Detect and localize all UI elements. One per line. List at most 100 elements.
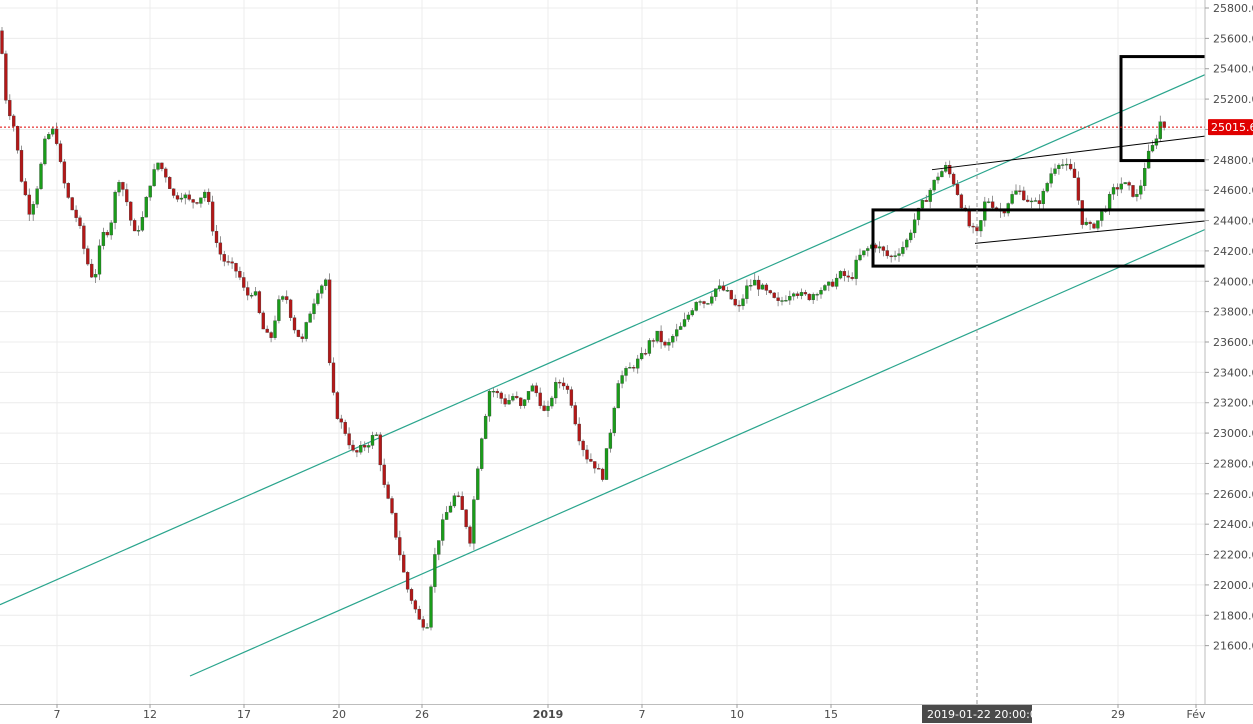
candle-up (706, 303, 710, 305)
candle-up (487, 391, 492, 417)
trend-line[interactable] (931, 135, 1211, 171)
candle-up (35, 188, 39, 205)
candle-up (1049, 173, 1053, 184)
price-tick-label: 22600.0 (1213, 488, 1253, 501)
candle-down (643, 353, 648, 355)
channel-line[interactable] (189, 207, 1253, 677)
candle-down (331, 362, 336, 393)
candle-up (916, 207, 921, 220)
zone-rectangle[interactable] (871, 208, 1253, 268)
price-zones[interactable] (871, 55, 1253, 268)
candle-down (885, 250, 889, 257)
candle-down (347, 433, 351, 446)
price-tick-label: 22200.0 (1213, 549, 1253, 562)
candle-up (624, 368, 628, 376)
candle-down (538, 392, 542, 406)
candle-up (866, 248, 870, 251)
candle-up (324, 279, 328, 286)
candle-down (4, 53, 8, 101)
candle-down (261, 312, 265, 330)
trend-lines[interactable] (931, 135, 1211, 244)
candle-up (1143, 168, 1147, 187)
trend-line[interactable] (974, 220, 1211, 244)
candle-down (54, 128, 59, 144)
zone-rectangle[interactable] (1119, 55, 1253, 163)
candles (0, 26, 1166, 631)
candle-up (788, 296, 792, 301)
candle-down (1127, 182, 1131, 186)
candle-down (842, 271, 847, 277)
candle-up (452, 495, 457, 507)
candle-up (667, 342, 671, 346)
candle-up (277, 299, 281, 321)
candle-up (815, 294, 819, 296)
candle-up (1061, 164, 1065, 166)
price-tick-label: 24000.0 (1213, 275, 1253, 288)
candle-up (448, 505, 453, 513)
candle-down (632, 367, 636, 369)
candle-down (129, 201, 133, 221)
candle-down (285, 296, 289, 301)
candle-down (850, 277, 854, 279)
candle-down (959, 194, 964, 209)
candle-down (82, 225, 86, 249)
candle-up (550, 397, 554, 407)
candle-down (226, 261, 230, 263)
candle-up (156, 162, 160, 170)
candle-up (745, 285, 749, 299)
candle-down (90, 263, 94, 278)
candle-up (647, 340, 652, 354)
candle-down (803, 292, 808, 295)
candle-up (717, 285, 722, 289)
crosshair-time-label: 2019-01-22 20:00:00 (927, 708, 1044, 721)
candle-up (901, 246, 905, 254)
candle-up (1135, 194, 1139, 197)
candle-down (409, 589, 414, 601)
candle-down (1072, 168, 1077, 178)
candle-up (834, 277, 839, 287)
price-tick-label: 21800.0 (1213, 609, 1253, 622)
candle-up (741, 298, 745, 307)
candle-up (530, 385, 535, 392)
candle-down (589, 459, 593, 462)
candle-down (339, 418, 343, 423)
date-tick-label: 20 (332, 708, 346, 721)
candle-down (382, 464, 386, 485)
candle-down (499, 392, 503, 399)
time-axis[interactable]: 7 12 17 20 26 2019 7 10 15 29 Fév (54, 704, 1206, 721)
candle-up (316, 293, 320, 304)
candle-up (304, 322, 308, 339)
candle-down (846, 275, 850, 278)
candle-down (214, 231, 219, 244)
price-axis[interactable]: 25800.025600.025400.025200.025000.024800… (1205, 2, 1253, 653)
candle-up (940, 171, 944, 178)
candle-up (678, 326, 683, 330)
candle-down (585, 449, 589, 460)
candle-up (920, 200, 925, 209)
candle-up (979, 220, 983, 232)
date-tick-label: 12 (143, 708, 157, 721)
candle-up (636, 358, 640, 369)
candle-up (671, 335, 675, 343)
candle-down (300, 336, 304, 339)
channel-line[interactable] (0, 52, 1253, 606)
candle-down (600, 468, 605, 480)
candle-down (125, 189, 129, 203)
candle-up (136, 230, 141, 232)
candle-down (230, 261, 234, 264)
candle-up (1006, 203, 1010, 214)
date-tick-label: 26 (415, 708, 429, 721)
candle-down (191, 199, 195, 203)
price-tick-label: 25600.0 (1213, 32, 1253, 45)
candle-down (27, 194, 31, 215)
candle-down (394, 512, 398, 538)
candle-down (222, 254, 226, 262)
regression-channel[interactable] (0, 52, 1253, 677)
date-tick-label: 7 (54, 708, 61, 721)
candle-up (480, 438, 484, 469)
candle-down (234, 263, 238, 272)
candle-up (101, 231, 106, 246)
candle-up (526, 391, 531, 400)
candle-down (378, 434, 382, 466)
